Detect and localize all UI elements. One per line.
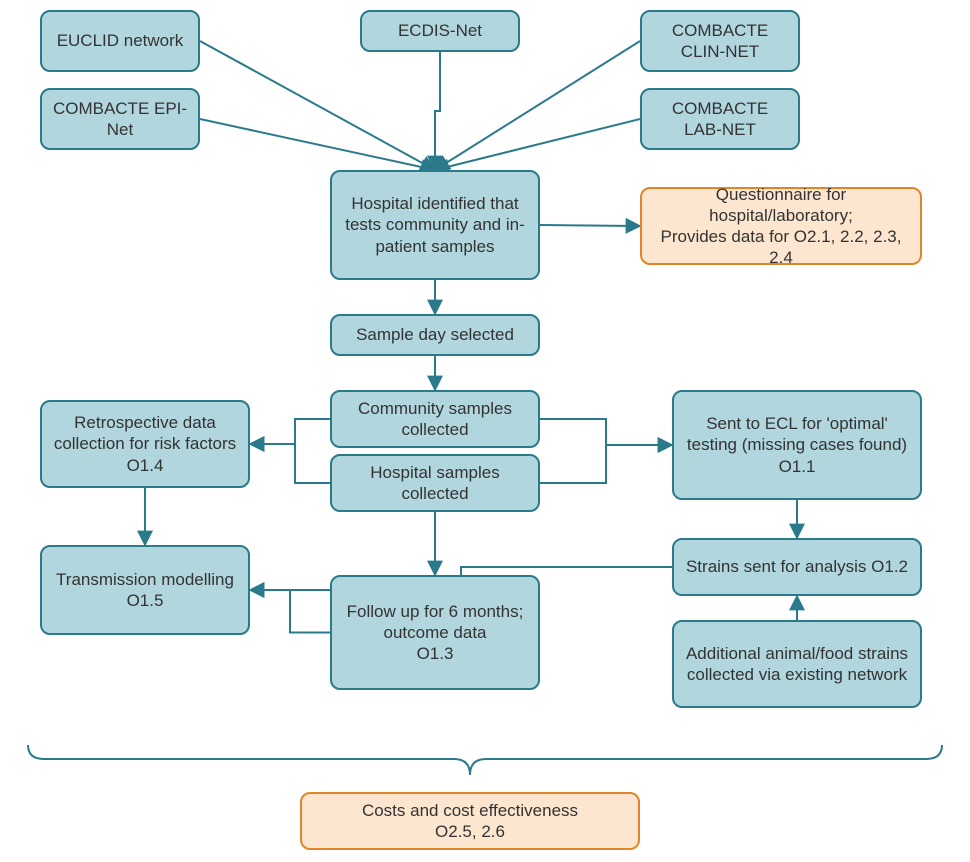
edge-epi-hospital: [200, 119, 435, 170]
node-hospital: Hospital identified that tests community…: [330, 170, 540, 280]
edge-hospsamples-ecl: [540, 445, 672, 483]
node-community: Community samples collected: [330, 390, 540, 448]
node-quest: Questionnaire for hospital/laboratory; P…: [640, 187, 922, 265]
edge-community-ecl: [540, 419, 672, 445]
edge-euclid-hospital: [200, 41, 435, 170]
flowchart-canvas: EUCLID network COMBACTE EPI-Net ECDIS-Net C…: [0, 0, 970, 862]
summary-bracket: [28, 745, 942, 775]
node-sampleday: Sample day selected: [330, 314, 540, 356]
node-euclid: EUCLID network: [40, 10, 200, 72]
node-transmod: Transmission modelling O1.5: [40, 545, 250, 635]
node-followup: Follow up for 6 months; outcome data O1.…: [330, 575, 540, 690]
edge-followup-transmod: [250, 590, 330, 633]
edge-clin-hospital: [435, 41, 640, 170]
node-hospsamples: Hospital samples collected: [330, 454, 540, 512]
node-costs: Costs and cost effectiveness O2.5, 2.6: [300, 792, 640, 850]
node-ecdis: ECDIS-Net: [360, 10, 520, 52]
node-retro: Retrospective data collection for risk f…: [40, 400, 250, 488]
node-strains: Strains sent for analysis O1.2: [672, 538, 922, 596]
node-ecl: Sent to ECL for 'optimal' testing (missi…: [672, 390, 922, 500]
edge-hospital-quest: [540, 225, 640, 226]
edge-ecdis-hospital: [435, 52, 440, 170]
edge-community-retro: [250, 419, 330, 444]
node-lab: COMBACTE LAB-NET: [640, 88, 800, 150]
edge-lab-hospital: [435, 119, 640, 170]
node-epi: COMBACTE EPI-Net: [40, 88, 200, 150]
edge-hospsamples-retro: [250, 444, 330, 483]
node-clin: COMBACTE CLIN-NET: [640, 10, 800, 72]
node-animal: Additional animal/food strains collected…: [672, 620, 922, 708]
